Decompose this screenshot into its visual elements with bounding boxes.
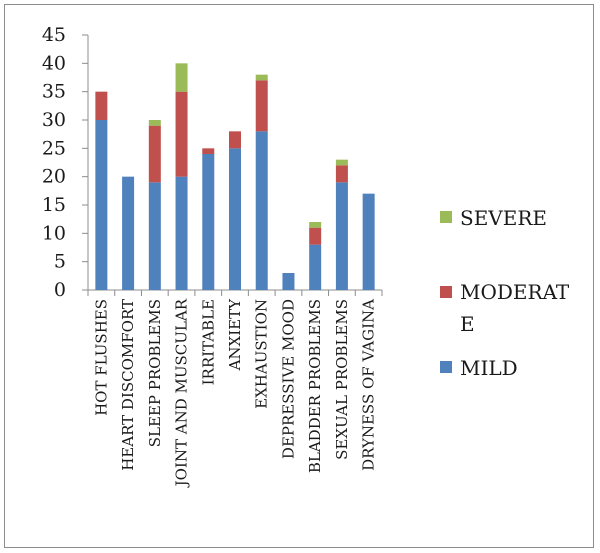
y-tick-label: 45 bbox=[42, 24, 66, 46]
y-tick-label: 20 bbox=[42, 166, 66, 188]
bar-segment-severe bbox=[309, 222, 322, 228]
y-tick-label: 10 bbox=[42, 222, 66, 244]
bar-segment-moderate bbox=[95, 91, 108, 120]
x-category-label: IRRITABLE bbox=[199, 299, 217, 385]
bar-segment-severe bbox=[148, 120, 161, 126]
bar-segment-moderate bbox=[309, 227, 322, 245]
legend-swatch-moderate bbox=[440, 286, 452, 298]
bar-segment-moderate bbox=[148, 125, 161, 183]
bar-segment-mild bbox=[148, 182, 161, 290]
y-tick-label: 30 bbox=[42, 109, 66, 131]
legend-label-moderate-line1: MODERAT bbox=[460, 280, 570, 304]
x-category-label: DRYNESS OF VAGINA bbox=[360, 299, 378, 471]
x-category-label: DEPRESSIVE MOOD bbox=[279, 299, 297, 459]
y-tick-label: 35 bbox=[42, 81, 66, 103]
legend-swatch-severe bbox=[440, 211, 452, 223]
x-category-label: BLADDER PROBLEMS bbox=[306, 299, 324, 473]
x-category-label: SEXUAL PROBLEMS bbox=[333, 299, 351, 460]
bar-segment-mild bbox=[309, 244, 322, 290]
x-category-label: ANXIETY bbox=[226, 298, 244, 372]
x-category-label: EXHAUSTION bbox=[253, 299, 271, 409]
bar-segment-severe bbox=[335, 159, 348, 166]
bar-segment-moderate bbox=[335, 165, 348, 183]
bar-segment-mild bbox=[335, 182, 348, 290]
bar-segment-severe bbox=[175, 63, 188, 92]
bar-segment-mild bbox=[175, 176, 188, 290]
bar-segment-mild bbox=[122, 176, 135, 290]
legend-swatch-mild bbox=[440, 361, 452, 373]
legend-label-mild: MILD bbox=[460, 356, 518, 380]
legend-label-severe: SEVERE bbox=[460, 206, 547, 230]
bar-segment-mild bbox=[282, 273, 295, 290]
x-category-label: HEART DISCOMFORT bbox=[119, 299, 137, 471]
x-category-label: JOINT AND MUSCULAR bbox=[173, 298, 191, 488]
bar-segment-mild bbox=[229, 148, 241, 290]
y-tick-label: 15 bbox=[42, 194, 66, 216]
y-tick-label: 40 bbox=[42, 52, 66, 74]
bar-segment-mild bbox=[255, 131, 268, 290]
bar-segment-mild bbox=[202, 154, 215, 290]
bar-segment-moderate bbox=[202, 148, 215, 154]
x-category-label: SLEEP PROBLEMS bbox=[146, 299, 164, 447]
bar-segment-moderate bbox=[255, 80, 268, 132]
y-tick-label: 5 bbox=[54, 251, 66, 273]
y-tick-label: 25 bbox=[42, 137, 66, 159]
bar-segment-mild bbox=[95, 120, 108, 290]
x-category-label: HOT FLUSHES bbox=[92, 299, 110, 416]
legend-label-moderate-line2: E bbox=[460, 312, 475, 336]
bar-segment-moderate bbox=[229, 131, 241, 149]
bar-segment-severe bbox=[255, 74, 268, 81]
y-tick-label: 0 bbox=[54, 279, 66, 301]
bar-segment-mild bbox=[362, 193, 375, 290]
bar-segment-moderate bbox=[175, 91, 188, 177]
